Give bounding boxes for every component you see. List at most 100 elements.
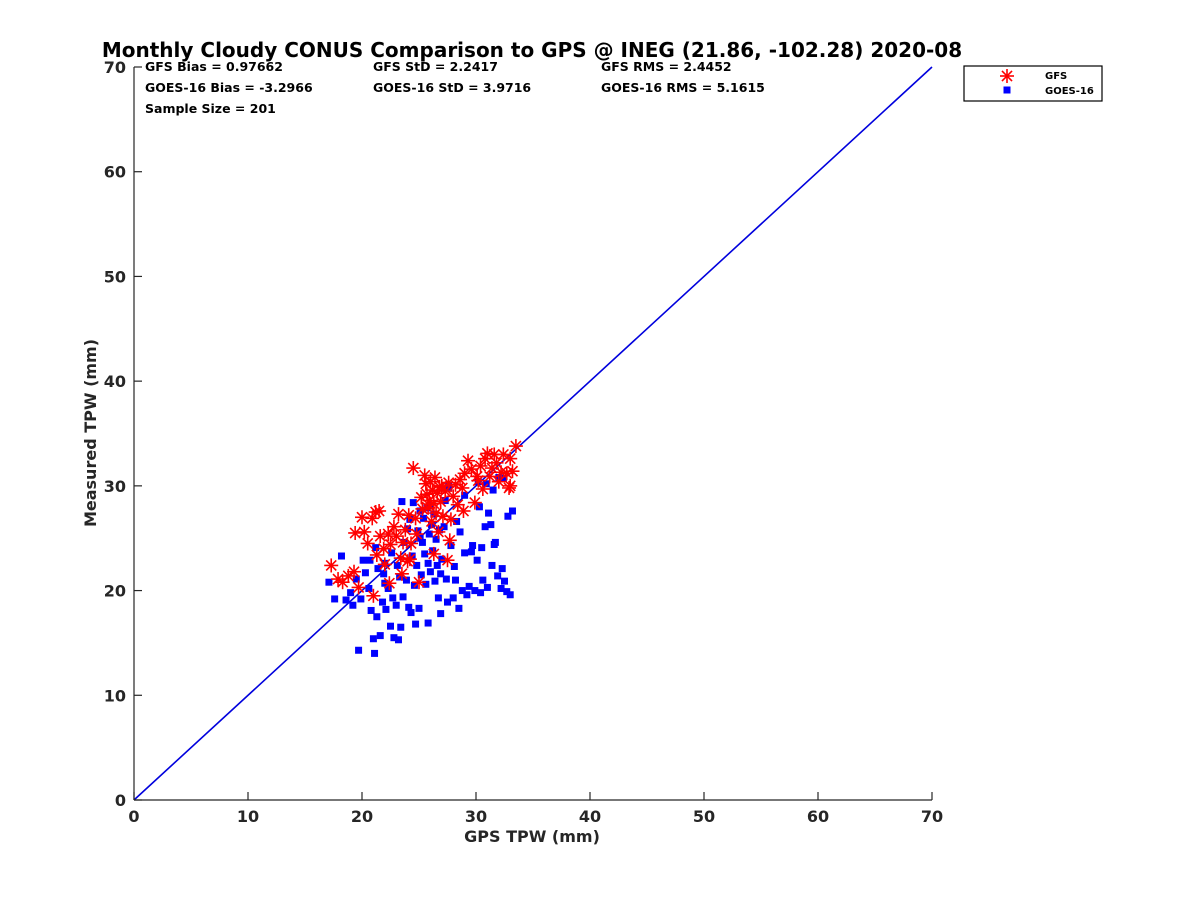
gfs-point: [377, 557, 392, 572]
goes-16-point: [458, 587, 466, 595]
goes-16-point: [409, 499, 417, 507]
goes-16-point: [481, 523, 489, 531]
goes-16-point: [506, 591, 514, 599]
goes-16-point: [440, 523, 448, 531]
x-tick-label: 0: [128, 807, 139, 826]
goes-16-point: [504, 512, 512, 520]
goes-16-point: [447, 542, 455, 550]
goes-16-point: [331, 595, 339, 603]
goes-16-point: [367, 606, 375, 614]
goes-16-point: [483, 583, 491, 591]
goes-16-point: [488, 561, 496, 569]
goes-16-point: [438, 555, 446, 563]
goes-16-point: [437, 570, 445, 578]
y-tick-label: 10: [104, 686, 126, 705]
goes-std-text: GOES-16 StD = 3.9716: [373, 80, 531, 95]
gfs-point: [386, 519, 401, 534]
goes-16-point: [442, 575, 450, 583]
goes-16-point: [501, 577, 508, 585]
goes-16-point: [325, 578, 333, 586]
gfs-point: [396, 535, 411, 550]
gfs-point: [433, 494, 448, 509]
gfs-point: [324, 558, 339, 573]
goes-16-point: [444, 598, 451, 606]
goes-16-point: [372, 544, 380, 552]
gfs-point: [502, 480, 517, 495]
gfs-point: [470, 469, 485, 484]
gfs-point: [456, 503, 471, 518]
legend-goes-square: [1003, 86, 1011, 94]
goes-16-point: [473, 556, 481, 564]
goes-16-point: [359, 556, 367, 564]
goes-16-point: [390, 634, 398, 642]
gfs-point: [383, 537, 398, 552]
goes-16-point: [469, 542, 477, 550]
goes-16-point: [420, 514, 428, 522]
goes-16-point: [404, 525, 412, 533]
gfs-point: [457, 466, 472, 481]
goes-16-point: [406, 515, 414, 523]
gfs-point: [426, 546, 441, 561]
gfs-point: [440, 553, 455, 568]
gfs-point: [406, 461, 421, 476]
gfs-point: [351, 580, 366, 595]
goes-16-point: [417, 571, 425, 579]
goes-16-point: [384, 584, 392, 592]
goes-16-point: [361, 569, 369, 577]
goes-16-point: [365, 584, 373, 592]
x-tick-label: 50: [693, 807, 715, 826]
goes-16-point: [405, 603, 413, 611]
goes-16-point: [437, 610, 445, 618]
legend-goes-marker: [1003, 86, 1011, 94]
goes-16-point: [489, 486, 497, 494]
chart-title: Monthly Cloudy CONUS Comparison to GPS @…: [102, 38, 962, 62]
gfs-point: [475, 481, 490, 496]
x-tick-label: 60: [807, 807, 829, 826]
gfs-point: [347, 564, 362, 579]
goes-16-point: [477, 589, 485, 597]
gfs-point: [366, 588, 381, 603]
goes-16-point: [463, 591, 471, 599]
gfs-point: [402, 552, 417, 567]
gfs-point: [473, 458, 488, 473]
gfs-point: [443, 512, 458, 527]
goes-16-point: [482, 480, 490, 488]
sample-size-text: Sample Size = 201: [145, 101, 276, 116]
legend: GFS GOES-16: [963, 65, 1103, 102]
goes-16-point: [399, 593, 407, 601]
legend-goes-label: GOES-16: [1045, 86, 1094, 97]
goes-16-point: [499, 475, 507, 483]
goes-16-point: [461, 491, 469, 499]
gfs-point: [467, 495, 482, 510]
legend-gfs-asterisk: [1000, 69, 1014, 83]
goes-16-point: [373, 613, 381, 621]
goes-16-point: [394, 636, 402, 644]
gfs-point: [412, 575, 426, 590]
gfs-point: [426, 496, 441, 511]
gfs-point: [408, 511, 423, 526]
y-tick-label: 50: [104, 267, 126, 286]
goes-16-point: [431, 577, 439, 585]
goes-16-point: [456, 528, 464, 536]
goes-16-point: [487, 521, 495, 529]
goes-16-point: [357, 595, 365, 603]
goes-16-point: [376, 632, 384, 640]
goes-16-point: [407, 609, 415, 617]
goes-16-point: [355, 646, 363, 654]
goes-16-point: [429, 547, 437, 555]
goes-16-point: [441, 497, 449, 505]
goes-16-point: [424, 619, 432, 627]
goes-16-point: [498, 565, 506, 573]
gfs-point: [348, 525, 363, 540]
goes-16-point: [337, 552, 345, 560]
goes-16-point: [413, 561, 421, 569]
goes-16-point: [414, 527, 422, 535]
goes-16-point: [422, 580, 430, 588]
goes-16-point: [433, 561, 441, 569]
gfs-point: [431, 524, 446, 539]
goes-16-point: [366, 556, 374, 564]
gfs-point: [398, 522, 413, 537]
goes-16-point: [374, 565, 382, 573]
goes-16-point: [449, 594, 457, 602]
goes-16-point: [461, 549, 469, 557]
